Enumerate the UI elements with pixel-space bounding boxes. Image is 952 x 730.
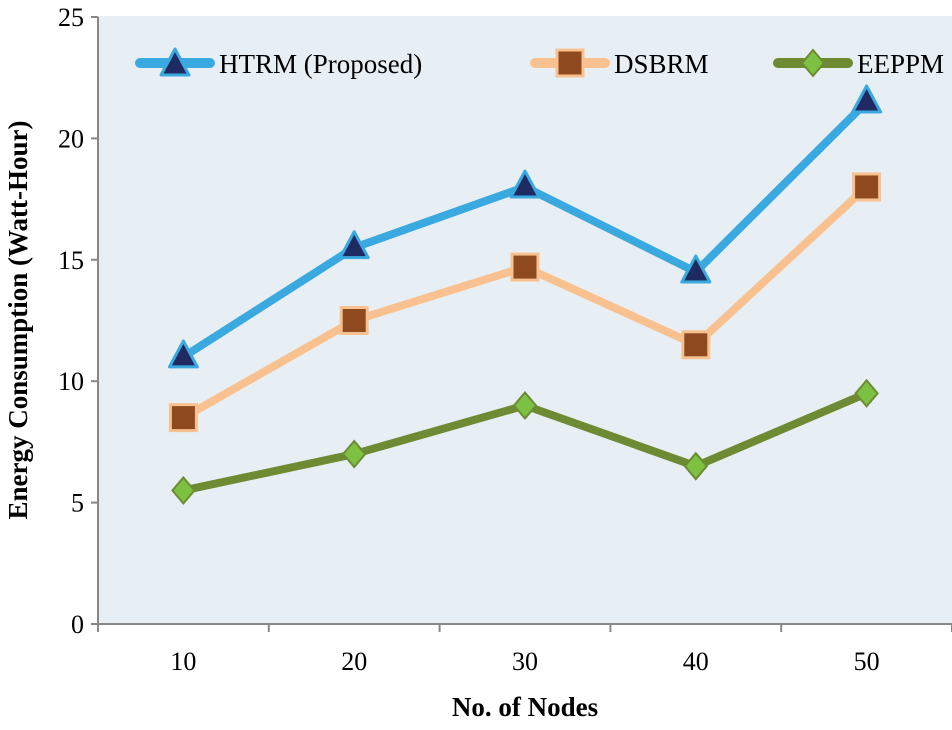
series-1 xyxy=(168,172,882,433)
y-tick-label: 25 xyxy=(58,3,84,32)
data-point-diamond xyxy=(854,378,879,408)
x-axis-label: No. of Nodes xyxy=(452,692,598,722)
x-tick-label: 10 xyxy=(170,647,196,676)
data-point-square xyxy=(168,403,198,433)
legend-item: EEPPM xyxy=(773,48,944,79)
x-tick-label: 50 xyxy=(854,647,880,676)
legend-marker-diamond xyxy=(800,48,826,78)
data-point-triangle xyxy=(680,254,712,284)
legend-item: DSBRM xyxy=(530,48,709,79)
series-0 xyxy=(167,84,883,369)
x-tick-label: 20 xyxy=(341,647,367,676)
plot-area xyxy=(98,16,952,624)
x-tick-label: 40 xyxy=(683,647,709,676)
data-point-square xyxy=(339,306,369,335)
data-point-square xyxy=(510,252,540,282)
data-point-triangle xyxy=(509,169,541,199)
y-axis-label: Energy Consumption (Watt-Hour) xyxy=(3,120,33,519)
data-point-square xyxy=(681,330,711,360)
legend-label: HTRM (Proposed) xyxy=(219,49,422,79)
y-tick-label: 20 xyxy=(58,124,84,153)
y-tick-label: 15 xyxy=(58,246,84,275)
data-point-diamond xyxy=(171,475,196,506)
y-tick-label: 0 xyxy=(71,610,84,639)
legend-label: EEPPM xyxy=(857,49,944,79)
data-point-triangle xyxy=(338,230,370,260)
x-tick-label: 30 xyxy=(512,647,538,676)
legend-marker-square xyxy=(555,48,585,78)
y-tick-label: 5 xyxy=(71,489,84,518)
data-point-diamond xyxy=(341,439,367,469)
data-point-triangle xyxy=(167,339,199,369)
data-point-diamond xyxy=(683,451,709,481)
legend-marker-triangle xyxy=(159,47,191,77)
legend-label: DSBRM xyxy=(614,49,709,79)
data-point-diamond xyxy=(512,390,538,421)
y-tick-label: 10 xyxy=(58,367,84,396)
legend-item: HTRM (Proposed) xyxy=(135,47,422,79)
series-2 xyxy=(171,378,879,506)
data-point-square xyxy=(852,172,882,202)
data-point-triangle xyxy=(851,84,883,114)
